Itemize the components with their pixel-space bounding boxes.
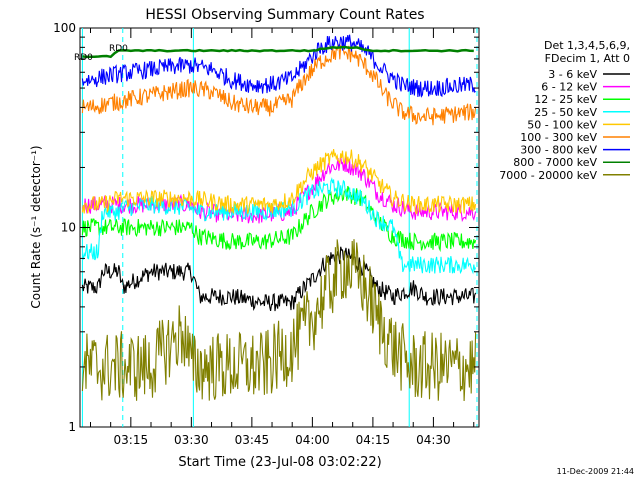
x-tick-label: 04:30 xyxy=(416,433,451,447)
x-tick-label: 03:15 xyxy=(114,433,149,447)
y-tick-label: 1 xyxy=(68,420,76,434)
legend-entry-label: 7000 - 20000 keV xyxy=(499,169,597,182)
series-line-12-25-kev xyxy=(81,185,477,253)
x-tick-label: 03:30 xyxy=(174,433,209,447)
x-tick-label: 04:15 xyxy=(356,433,391,447)
series-line-100-300-kev xyxy=(81,43,477,126)
legend-entry-label: 3 - 6 keV xyxy=(548,68,597,81)
rd0-annotation-1: RD0 xyxy=(109,44,128,54)
x-axis-label: Start Time (23-Jul-08 03:02:22) xyxy=(178,455,381,470)
series-line-300-800-kev xyxy=(81,34,476,98)
series-line-3-6-kev xyxy=(81,246,477,312)
x-tick-label: 04:00 xyxy=(295,433,330,447)
tick-layer: 1 10 100 03:15 03:30 03:45 04:00 04:15 04:30 xyxy=(53,21,479,447)
legend-entry-label: 300 - 800 keV xyxy=(520,144,597,157)
legend-entry-label: 100 - 300 keV xyxy=(520,131,597,144)
x-tick-label: 03:45 xyxy=(235,433,270,447)
y-tick-label: 100 xyxy=(53,21,76,35)
footer-timestamp: 11-Dec-2009 21:44 xyxy=(557,467,634,476)
legend-entry-label: 6 - 12 keV xyxy=(541,81,597,94)
y-tick-label: 10 xyxy=(61,221,76,235)
chart-title: HESSI Observing Summary Count Rates xyxy=(145,7,424,23)
legend-entry-label: 50 - 100 keV xyxy=(527,118,597,131)
legend-entry-label: 800 - 7000 keV xyxy=(513,156,597,169)
series-line-800-7000-kev xyxy=(82,45,474,59)
series-line-50-100-kev xyxy=(81,149,477,215)
legend-header-line: FDecim 1, Att 0 xyxy=(545,52,630,65)
legend-entry-label: 12 - 25 keV xyxy=(534,93,597,106)
y-axis-label: Count Rate (s⁻¹ detector⁻¹) xyxy=(29,145,43,308)
rd0-annotation-2: RD0 xyxy=(74,53,93,63)
legend: Det 1,3,4,5,6,9,FDecim 1, Att 0 3 - 6 keV… xyxy=(499,39,630,182)
legend-entry-label: 25 - 50 keV xyxy=(534,106,597,119)
series-line-7000-20000-kev xyxy=(81,239,477,402)
series-layer xyxy=(81,34,477,402)
legend-header-line: Det 1,3,4,5,6,9, xyxy=(544,39,630,52)
